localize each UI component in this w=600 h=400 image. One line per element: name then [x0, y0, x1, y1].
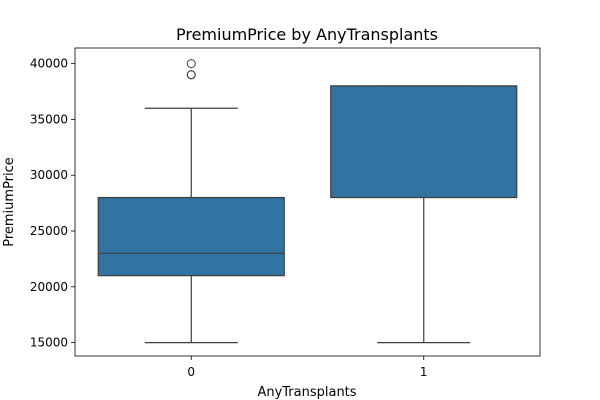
y-tick-label: 25000: [30, 224, 68, 238]
y-axis: 15000 20000 25000 30000 35000 40000: [30, 57, 75, 350]
y-axis-label: PremiumPrice: [2, 157, 17, 247]
box-group-0: [97, 59, 285, 344]
y-tick-label: 40000: [30, 57, 68, 71]
x-tick-label: 1: [420, 365, 428, 379]
y-tick-label: 15000: [30, 336, 68, 350]
y-tick-label: 35000: [30, 112, 68, 126]
y-tick-label: 30000: [30, 168, 68, 182]
x-tick-label: 0: [187, 365, 195, 379]
chart-title: PremiumPrice by AnyTransplants: [176, 25, 438, 44]
outlier-point: [186, 59, 196, 69]
x-axis-label: AnyTransplants: [257, 385, 356, 400]
outlier-point: [186, 70, 196, 80]
box-group-1: [330, 85, 518, 344]
y-tick-label: 20000: [30, 280, 68, 294]
iqr-box: [97, 196, 285, 277]
plot-frame: [74, 47, 541, 357]
iqr-box: [330, 85, 518, 199]
plot-content: [97, 59, 518, 344]
